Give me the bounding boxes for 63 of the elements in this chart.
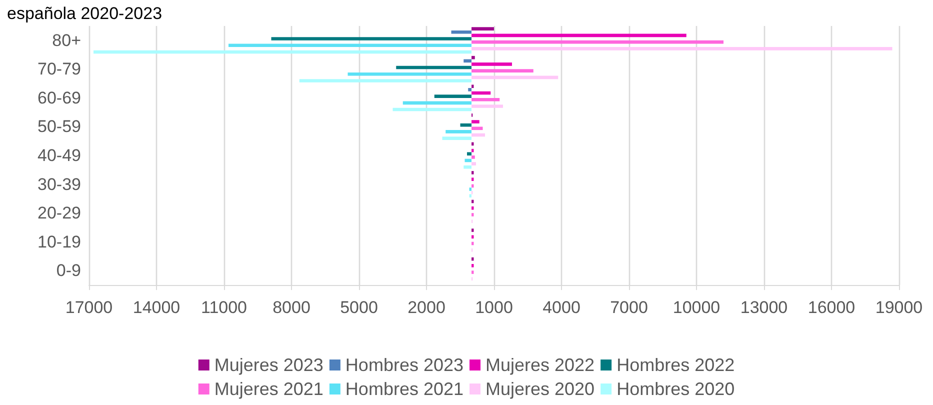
bar — [299, 79, 472, 82]
bar — [472, 27, 494, 30]
x-tick-label: 14000 — [132, 298, 180, 317]
y-tick-label: 50-59 — [38, 117, 81, 136]
legend-label: Mujeres 2023 — [214, 355, 324, 375]
legend-label: Hombres 2023 — [345, 355, 464, 375]
bar — [228, 44, 472, 48]
bar — [94, 50, 472, 54]
y-tick-label: 20-29 — [38, 204, 81, 223]
x-tick-label: 8000 — [272, 298, 310, 317]
legend-label: Mujeres 2020 — [486, 379, 595, 399]
x-tick-label: 7000 — [610, 298, 648, 317]
y-tick-label: 70-79 — [38, 60, 81, 79]
bar — [472, 62, 512, 66]
bar — [472, 91, 491, 95]
bar — [442, 136, 472, 140]
bar — [472, 40, 724, 44]
y-tick-label: 60-69 — [38, 88, 81, 108]
x-tick-label: 17000 — [65, 298, 113, 317]
bar — [472, 56, 475, 60]
bar — [472, 98, 500, 102]
bar — [472, 156, 475, 159]
bar — [396, 66, 472, 70]
x-tick-label: 1000 — [475, 298, 513, 317]
legend-label: Hombres 2021 — [345, 379, 464, 399]
x-tick-label: 4000 — [542, 298, 580, 317]
bar — [472, 104, 503, 108]
x-tick-label: 19000 — [875, 298, 923, 317]
bar — [464, 165, 472, 169]
x-tick-label: 5000 — [340, 298, 378, 317]
y-tick-label: 30-39 — [38, 174, 81, 194]
y-tick-label: 10-19 — [38, 232, 81, 252]
bar — [472, 69, 534, 72]
bar — [472, 76, 558, 80]
bar — [467, 152, 472, 156]
x-tick-label: 10000 — [672, 298, 720, 317]
bar — [468, 88, 472, 92]
chart-title: española 2020-2023 — [7, 4, 162, 23]
legend-label: Mujeres 2021 — [214, 379, 324, 399]
bar — [434, 94, 472, 98]
bar — [472, 34, 686, 38]
bar — [472, 162, 476, 166]
x-tick-label: 2000 — [408, 298, 446, 317]
x-tick-label: 11000 — [200, 298, 248, 317]
y-tick-label: 0-9 — [56, 261, 81, 280]
bar — [472, 126, 483, 130]
legend-label: Hombres 2022 — [616, 355, 735, 375]
bar — [464, 59, 472, 63]
bar — [348, 72, 472, 76]
legend-label: Mujeres 2022 — [486, 355, 595, 375]
y-tick-label: 40-49 — [38, 146, 81, 165]
bar — [402, 101, 472, 105]
bar — [446, 130, 472, 134]
bar — [451, 30, 472, 34]
bar — [392, 108, 472, 112]
y-tick-label: 80+ — [52, 30, 82, 50]
x-tick-label: 13000 — [740, 298, 788, 317]
legend-label: Hombres 2020 — [616, 379, 735, 399]
bar — [472, 120, 480, 124]
bar — [271, 37, 472, 40]
x-tick-label: 16000 — [808, 298, 856, 317]
bar — [472, 133, 485, 137]
bar — [472, 47, 892, 50]
